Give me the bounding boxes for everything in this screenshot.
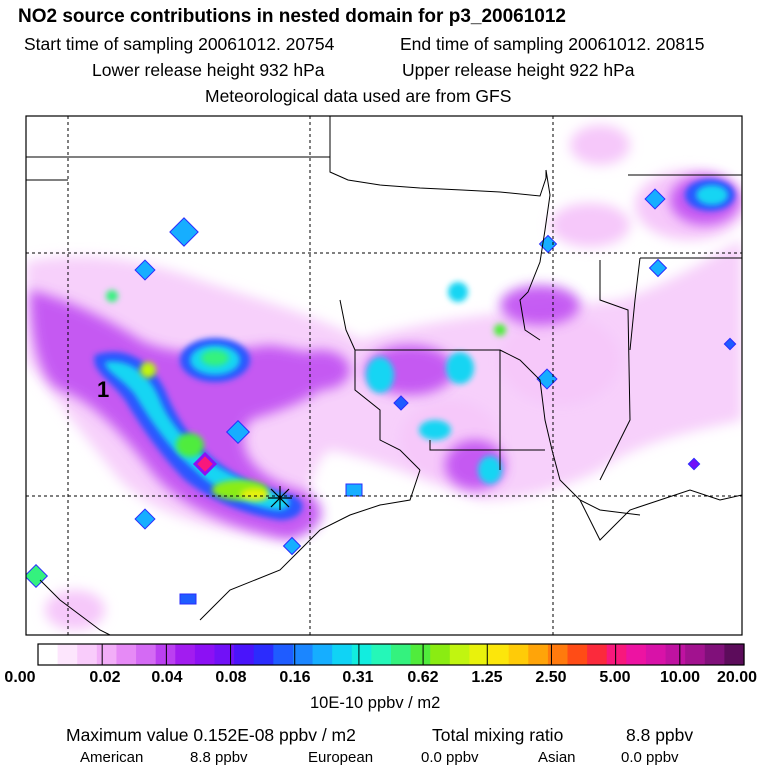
european-value: 0.0 ppbv: [421, 749, 479, 766]
colorbar-swatch: [312, 644, 333, 665]
page-title: NO2 source contributions in nested domai…: [18, 6, 566, 27]
colorbar-swatch: [587, 644, 608, 665]
colorbar-tick-11: 20.00: [716, 669, 758, 686]
start-time-label: Start time of sampling 20061012. 20754: [24, 34, 335, 54]
met-data-label: Meteorological data used are from GFS: [205, 86, 512, 106]
colorbar-swatch: [430, 644, 451, 665]
colorbar-swatch: [391, 644, 412, 665]
colorbar-swatch: [57, 644, 78, 665]
colorbar-swatch: [626, 644, 647, 665]
colorbar-tick-8: 2.50: [535, 669, 567, 686]
colorbar-swatch: [351, 644, 372, 665]
colorbar-swatch: [116, 644, 137, 665]
colorbar-tick-1: 0.02: [89, 669, 121, 686]
colorbar-swatch: [175, 644, 196, 665]
colorbar-swatch: [469, 644, 490, 665]
colorbar-tick-5: 0.31: [342, 669, 374, 686]
colorbar-tick-10: 10.00: [659, 669, 701, 686]
colorbar-tick-0: 0.00: [4, 669, 36, 686]
colorbar-swatch: [606, 644, 627, 665]
release-point-marker: [268, 486, 292, 510]
colorbar-swatch: [508, 644, 529, 665]
upper-release-label: Upper release height 922 hPa: [402, 60, 635, 80]
european-label: European: [308, 749, 374, 766]
plume-layer: [26, 125, 742, 630]
colorbar-swatch: [724, 644, 745, 665]
asian-value: 0.0 ppbv: [621, 749, 679, 766]
colorbar-tick-3: 0.08: [215, 669, 247, 686]
colorbar-swatch: [410, 644, 431, 665]
colorbar-swatch: [253, 644, 274, 665]
colorbar-unit-label: 10E-10 ppbv / m2: [310, 694, 441, 712]
colorbar-swatch: [234, 644, 255, 665]
source-marker-label: 1: [97, 377, 109, 402]
colorbar-swatch: [489, 644, 510, 665]
colorbar-swatch: [547, 644, 569, 665]
total-mixing-label: Total mixing ratio: [432, 725, 564, 745]
grid-lines: [26, 116, 742, 635]
colorbar-swatch: [704, 644, 725, 665]
colorbar-tick-9: 5.00: [599, 669, 631, 686]
colorbar: [38, 644, 745, 665]
colorbar-swatch: [155, 644, 176, 665]
map-frame: [25, 115, 743, 636]
colorbar-swatch: [77, 644, 98, 665]
american-value: 8.8 ppbv: [190, 749, 248, 766]
colorbar-swatch: [665, 644, 686, 665]
colorbar-swatch: [292, 644, 314, 665]
colorbar-swatch: [567, 644, 588, 665]
colorbar-tick-7: 1.25: [471, 669, 503, 686]
colorbar-swatch: [645, 644, 667, 665]
boundaries-layer: [26, 116, 742, 635]
colorbar-tick-4: 0.16: [279, 669, 311, 686]
total-mixing-value: 8.8 ppbv: [626, 725, 694, 745]
colorbar-swatch: [38, 644, 59, 665]
asian-label: Asian: [538, 749, 576, 766]
colorbar-swatch: [96, 644, 118, 665]
colorbar-swatch: [449, 644, 471, 665]
colorbar-swatch: [194, 644, 216, 665]
colorbar-swatch: [214, 644, 235, 665]
colorbar-swatch: [528, 644, 549, 665]
colorbar-swatch: [371, 644, 392, 665]
colorbar-tick-2: 0.04: [151, 669, 183, 686]
colorbar-tick-6: 0.62: [407, 669, 439, 686]
colorbar-swatch: [685, 644, 706, 665]
colorbar-swatch: [136, 644, 157, 665]
colorbar-frame: [37, 643, 745, 666]
american-label: American: [80, 749, 144, 766]
end-time-label: End time of sampling 20061012. 20815: [400, 34, 705, 54]
max-value-label: Maximum value 0.152E-08 ppbv / m2: [66, 725, 356, 745]
lower-release-label: Lower release height 932 hPa: [92, 60, 325, 80]
colorbar-swatch: [273, 644, 294, 665]
colorbar-swatch: [332, 644, 353, 665]
